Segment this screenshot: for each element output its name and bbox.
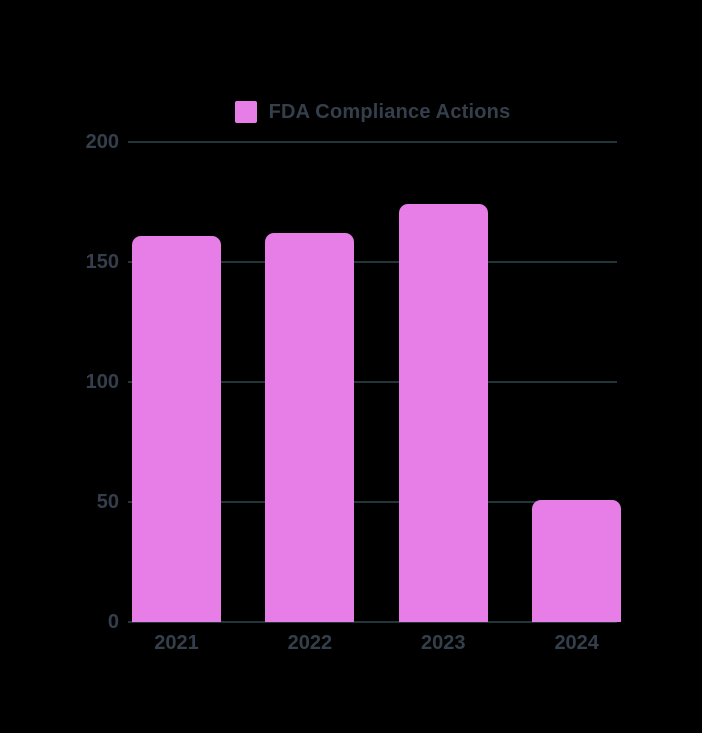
plot-area [128, 141, 622, 623]
gridline-100 [128, 381, 617, 383]
y-tick-label-100: 100 [85, 371, 119, 393]
bar-2024 [532, 499, 622, 622]
y-tick-label-50: 50 [96, 491, 119, 513]
bar-2023 [398, 204, 488, 622]
bar-2022 [265, 233, 355, 622]
gridline-200 [128, 141, 617, 143]
gridline-150 [128, 261, 617, 263]
x-tick-label-2024: 2024 [554, 632, 599, 654]
gridline-50 [128, 501, 617, 503]
y-tick-label-150: 150 [85, 251, 119, 273]
y-tick-label-0: 0 [107, 611, 119, 633]
bar-2021 [132, 235, 221, 622]
x-tick-label-2022: 2022 [287, 632, 333, 654]
y-tick-label-200: 200 [85, 131, 119, 153]
legend-swatch [234, 101, 257, 123]
x-tick-label-2021: 2021 [154, 632, 199, 654]
legend-item-fda-compliance-actions[interactable]: FDA Compliance Actions [128, 99, 617, 125]
x-tick-label-2023: 2023 [421, 632, 466, 654]
gridline-0 [128, 621, 617, 623]
legend-label: FDA Compliance Actions [268, 100, 511, 123]
